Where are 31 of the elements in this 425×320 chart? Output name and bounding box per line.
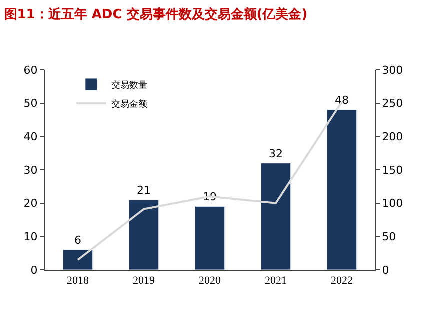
data-label: 32	[269, 147, 283, 160]
y2-tick-label: 50	[382, 230, 396, 244]
x-tick-label: 2021	[265, 275, 287, 288]
data-label: 48	[335, 94, 349, 107]
bar	[326, 110, 358, 270]
bar	[260, 163, 292, 270]
y2-tick-label: 0	[382, 264, 390, 277]
x-tick-label: 2018	[67, 275, 90, 288]
data-label: 21	[137, 184, 151, 197]
y2-tick-label: 250	[382, 97, 404, 110]
x-tick-label: 2020	[199, 275, 222, 288]
bar	[194, 206, 226, 270]
y2-tick-label: 100	[382, 197, 404, 210]
legend-label: 交易金额	[111, 99, 148, 110]
y-tick-label: 30	[24, 164, 38, 177]
y2-tick-label: 300	[382, 64, 404, 77]
bar	[128, 200, 160, 270]
y2-tick-label: 150	[382, 164, 404, 177]
data-label: 6	[74, 234, 82, 247]
y-tick-label: 0	[30, 264, 38, 277]
y-tick-label: 40	[24, 130, 38, 144]
legend-label: 交易数量	[111, 80, 148, 92]
x-tick-label: 2022	[331, 275, 353, 288]
chart-title: 图11：近五年 ADC 交易事件数及交易金额(亿美金)	[4, 6, 308, 23]
y-tick-label: 60	[24, 64, 38, 77]
y-tick-label: 10	[24, 230, 38, 244]
x-tick-label: 2019	[133, 275, 156, 288]
y2-tick-label: 200	[382, 130, 404, 144]
y-tick-label: 50	[24, 97, 38, 110]
y-tick-label: 20	[24, 197, 38, 210]
bar	[62, 250, 94, 270]
